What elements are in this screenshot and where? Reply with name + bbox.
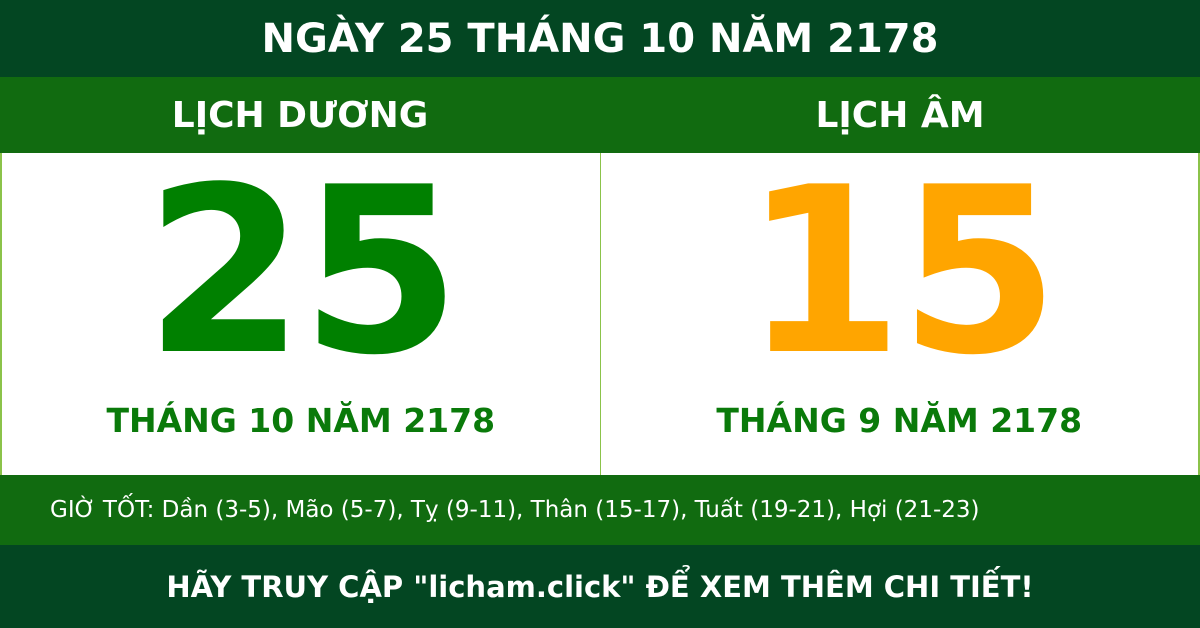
solar-month-year: THÁNG 10 NĂM 2178 (106, 401, 496, 440)
lunar-column: 15 THÁNG 9 NĂM 2178 (601, 153, 1199, 475)
good-hours: GIỜ TỐT: Dần (3-5), Mão (5-7), Tỵ (9-11)… (0, 475, 1200, 545)
footer-cta: HÃY TRUY CẬP "licham.click" ĐỂ XEM THÊM … (0, 545, 1200, 628)
page-title: NGÀY 25 THÁNG 10 NĂM 2178 (0, 0, 1200, 77)
calendar-headings: LỊCH DƯƠNG LỊCH ÂM (0, 77, 1200, 153)
solar-column: 25 THÁNG 10 NĂM 2178 (2, 153, 601, 475)
lunar-day: 15 (743, 139, 1059, 406)
calendar-body: 25 THÁNG 10 NĂM 2178 15 THÁNG 9 NĂM 2178 (0, 153, 1200, 475)
lunar-heading: LỊCH ÂM (815, 94, 985, 136)
solar-day: 25 (144, 139, 461, 406)
solar-heading: LỊCH DƯƠNG (171, 94, 429, 136)
lunar-month-year: THÁNG 9 NĂM 2178 (716, 401, 1083, 440)
